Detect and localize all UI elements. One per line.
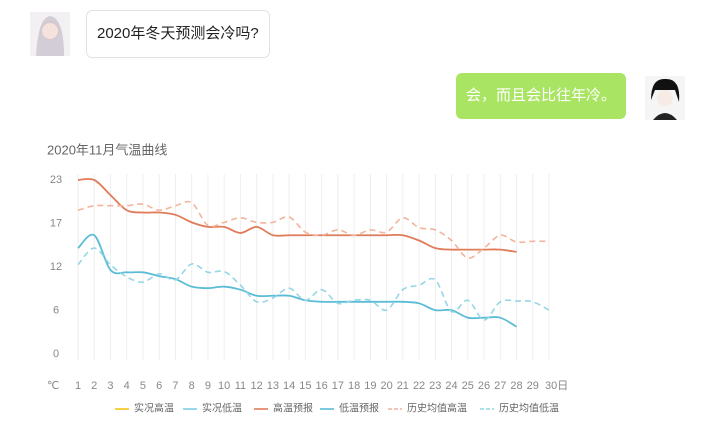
x-tick-label: 21 <box>397 380 409 392</box>
legend-label: 实况低温 <box>202 402 242 415</box>
avatar-right <box>645 76 685 120</box>
x-tick-label: 14 <box>283 380 295 392</box>
x-tick-label: 5 <box>140 380 146 392</box>
x-tick-label: 22 <box>413 380 425 392</box>
series-line <box>77 177 517 253</box>
x-tick-label: 1 <box>75 380 81 392</box>
x-tick-label: 18 <box>348 380 360 392</box>
x-tick-label: 28 <box>510 380 522 392</box>
y-unit: ℃ <box>47 380 59 392</box>
x-tick-label: 2 <box>91 380 97 392</box>
y-tick-label: 23 <box>50 174 62 186</box>
x-tick-label: 3 <box>107 380 113 392</box>
chart-title: 2020年11月气温曲线 <box>47 142 167 157</box>
x-tick-label: 27 <box>494 380 506 392</box>
x-tick-label: 26 <box>478 380 490 392</box>
x-tick-label: 23 <box>429 380 441 392</box>
legend-label: 历史均值低温 <box>499 402 559 415</box>
x-tick-label: 8 <box>189 380 195 392</box>
y-tick-label: 17 <box>50 217 62 229</box>
x-tick-label: 7 <box>172 380 178 392</box>
legend-label: 高温预报 <box>273 402 313 415</box>
x-tick-label: 13 <box>267 380 279 392</box>
y-tick-label: 0 <box>53 348 59 360</box>
message-bubble-left: 2020年冬天预测会冷吗? <box>86 10 270 58</box>
x-tick-label: 19 <box>364 380 376 392</box>
x-tick-label: 4 <box>124 380 130 392</box>
y-tick-label: 12 <box>50 261 62 273</box>
x-tick-label: 15 <box>299 380 311 392</box>
x-tick-label: 25 <box>462 380 474 392</box>
x-tick-label: 24 <box>445 380 457 392</box>
x-tick-label: 6 <box>156 380 162 392</box>
x-tick-label: 12 <box>251 380 263 392</box>
x-tick-label: 30日 <box>545 380 568 392</box>
series-line <box>77 200 550 259</box>
y-tick-label: 6 <box>53 304 59 316</box>
x-tick-label: 17 <box>332 380 344 392</box>
chart: 2020年11月气温曲线 ℃ 1 2 3 4 5 6 7 8 9 10 11 12 13 14 15 16 17… <box>47 142 568 415</box>
x-tick-label: 9 <box>205 380 211 392</box>
series-line <box>77 233 517 328</box>
x-tick-label: 11 <box>235 380 246 392</box>
message-bubble-right: 会，而且会比往年冷。 <box>456 73 627 119</box>
x-tick-label: 29 <box>527 380 539 392</box>
x-tick-label: 10 <box>218 380 230 392</box>
series-line <box>77 247 550 321</box>
x-tick-label: 16 <box>315 380 327 392</box>
x-tick-label: 20 <box>380 380 392 392</box>
legend-label: 实况高温 <box>134 402 174 415</box>
legend-label: 历史均值高温 <box>407 402 467 415</box>
legend-label: 低温预报 <box>339 402 379 415</box>
avatar-left <box>30 12 70 56</box>
